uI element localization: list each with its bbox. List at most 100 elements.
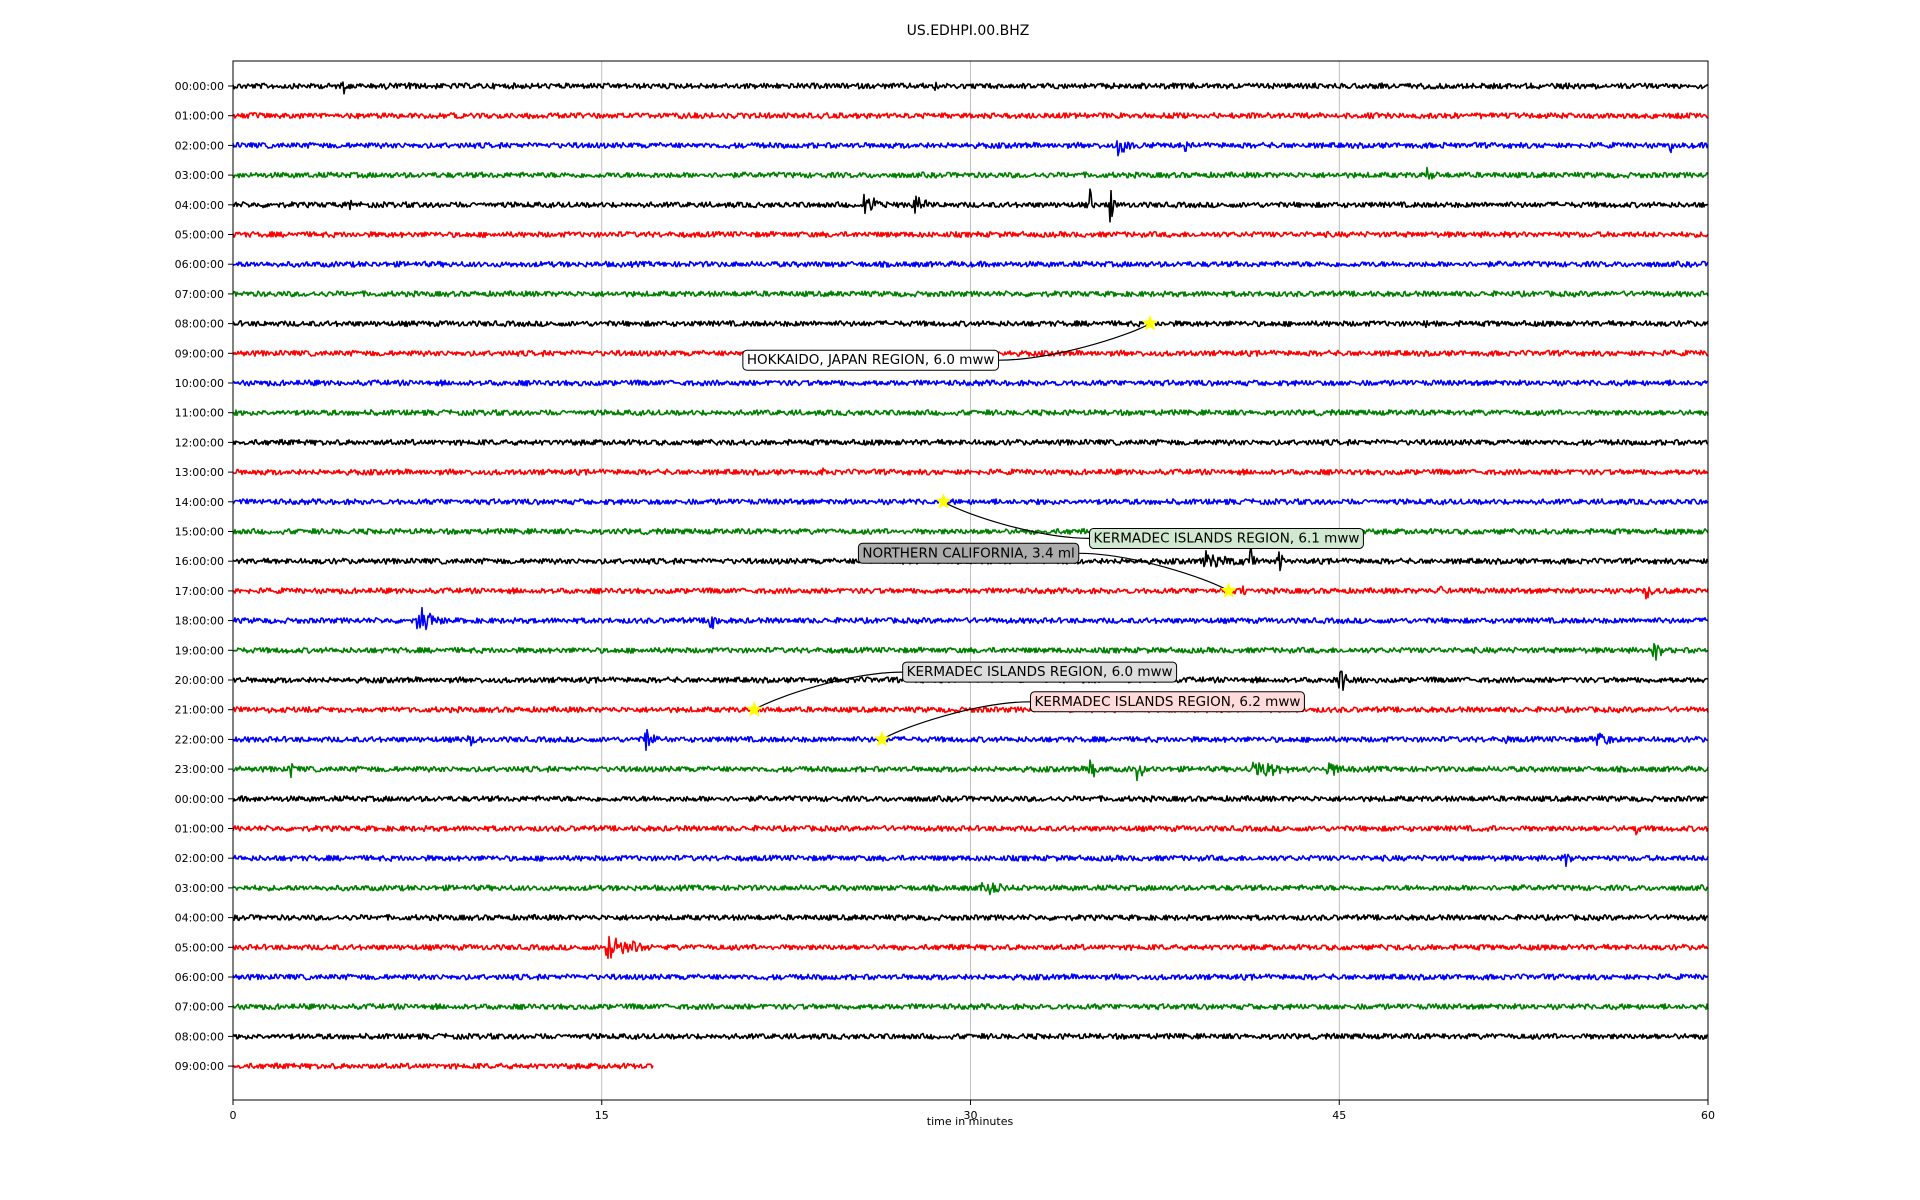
event-star-marker [873,730,891,747]
y-tick-label: 00:00:00 [175,793,224,806]
event-connector [998,323,1151,361]
trace-row [232,527,1709,536]
trace-row [232,973,1709,981]
x-tick-label: 45 [1332,1109,1346,1122]
event-label-box [857,542,1080,564]
trace-row [232,379,1709,387]
y-tick-label: 11:00:00 [175,407,224,420]
event-label: NORTHERN CALIFORNIA, 3.4 ml [862,545,1074,561]
trace-row [232,188,1709,223]
trace-row [232,728,1709,751]
y-tick-label: 18:00:00 [175,615,224,628]
event-annotation: NORTHERN CALIFORNIA, 3.4 ml [857,542,1237,598]
event-connector [753,671,903,711]
trace-row [232,759,1709,782]
trace-row [232,230,1709,239]
event-label-box [742,349,999,371]
trace-row [232,935,1709,960]
trace-row [232,260,1709,268]
y-tick-label: 09:00:00 [175,347,224,360]
y-tick-label: 15:00:00 [175,526,224,539]
y-tick-label: 17:00:00 [175,585,224,598]
trace-row [232,166,1709,180]
trace-row [232,853,1709,868]
y-tick-label: 07:00:00 [175,1001,224,1014]
y-tick-label: 19:00:00 [175,644,224,657]
y-tick-label: 06:00:00 [175,258,224,271]
trace-row [232,913,1709,922]
y-tick-label: 08:00:00 [175,318,224,331]
event-star-marker [1220,582,1237,598]
trace-row [232,1062,654,1070]
y-tick-label: 05:00:00 [175,229,224,242]
trace-row [232,585,1709,600]
event-star-marker [935,493,952,509]
event-annotation: KERMADEC ISLANDS REGION, 6.2 mww [873,691,1305,747]
event-annotation: HOKKAIDO, JAPAN REGION, 6.0 mww [742,314,1159,371]
trace-row [232,438,1709,447]
y-tick-label: 04:00:00 [175,912,224,925]
trace-row [232,320,1709,329]
y-tick-label: 06:00:00 [175,971,224,984]
y-tick-label: 14:00:00 [175,496,224,509]
y-tick-label: 23:00:00 [175,763,224,776]
plot-frame [232,60,1709,1101]
event-label-box [1030,691,1305,713]
event-label: KERMADEC ISLANDS REGION, 6.2 mww [1035,694,1301,710]
event-label: KERMADEC ISLANDS REGION, 6.0 mww [907,664,1173,680]
y-tick-label: 01:00:00 [175,110,224,123]
y-tick-label: 04:00:00 [175,199,224,212]
trace-row [232,498,1709,506]
event-star-marker [745,701,763,717]
event-annotation: KERMADEC ISLANDS REGION, 6.0 mww [745,661,1178,717]
event-label-box [902,661,1178,683]
y-tick-label: 20:00:00 [175,674,224,687]
y-tick-label: 02:00:00 [175,852,224,865]
y-tick-label: 08:00:00 [175,1030,224,1043]
y-tick-label: 07:00:00 [175,288,224,301]
x-tick-label: 15 [595,1109,609,1122]
y-tick-label: 09:00:00 [175,1060,224,1073]
trace-row [232,112,1709,120]
y-tick-label: 05:00:00 [175,941,224,954]
y-tick-label: 12:00:00 [175,436,224,449]
trace-row [232,706,1709,714]
y-tick-label: 13:00:00 [175,466,224,479]
x-tick-label: 0 [230,1109,237,1122]
y-tick-label: 00:00:00 [175,80,224,93]
x-tick-label: 60 [1701,1109,1715,1122]
trace-row [232,642,1709,661]
trace-row [232,409,1709,417]
chart-title: US.EDHPI.00.BHZ [907,23,1030,39]
x-axis-label: time in minutes [927,1115,1014,1128]
trace-row [232,140,1709,157]
event-star-marker [1141,314,1159,331]
event-annotation: KERMADEC ISLANDS REGION, 6.1 mww [935,493,1364,549]
event-label-box [1089,527,1364,549]
event-connector [881,701,1031,740]
y-tick-labels: 00:00:00 01:00:00 02:00:00 03:00:00 04:00:00… [175,80,233,1073]
y-tick-label: 03:00:00 [175,882,224,895]
trace-row [232,81,1709,95]
trace-row [232,881,1709,896]
trace-row [232,467,1709,476]
trace-row [232,1003,1709,1011]
trace-row [232,795,1709,803]
y-tick-label: 10:00:00 [175,377,224,390]
event-label: HOKKAIDO, JAPAN REGION, 6.0 mww [747,352,995,368]
y-tick-label: 02:00:00 [175,139,224,152]
x-tick-label: 30 [964,1109,978,1122]
event-annotations: HOKKAIDO, JAPAN REGION, 6.0 mww KERMADEC … [742,314,1364,747]
trace-row [232,1032,1709,1041]
x-ticks: 0 15 30 45 60 [230,1100,1715,1122]
y-tick-label: 21:00:00 [175,704,224,717]
y-tick-label: 22:00:00 [175,733,224,746]
event-label: KERMADEC ISLANDS REGION, 6.1 mww [1094,530,1360,546]
event-connector [1078,552,1229,592]
y-tick-label: 01:00:00 [175,823,224,836]
event-connector [943,501,1090,539]
trace-row [232,290,1709,298]
y-tick-label: 16:00:00 [175,555,224,568]
